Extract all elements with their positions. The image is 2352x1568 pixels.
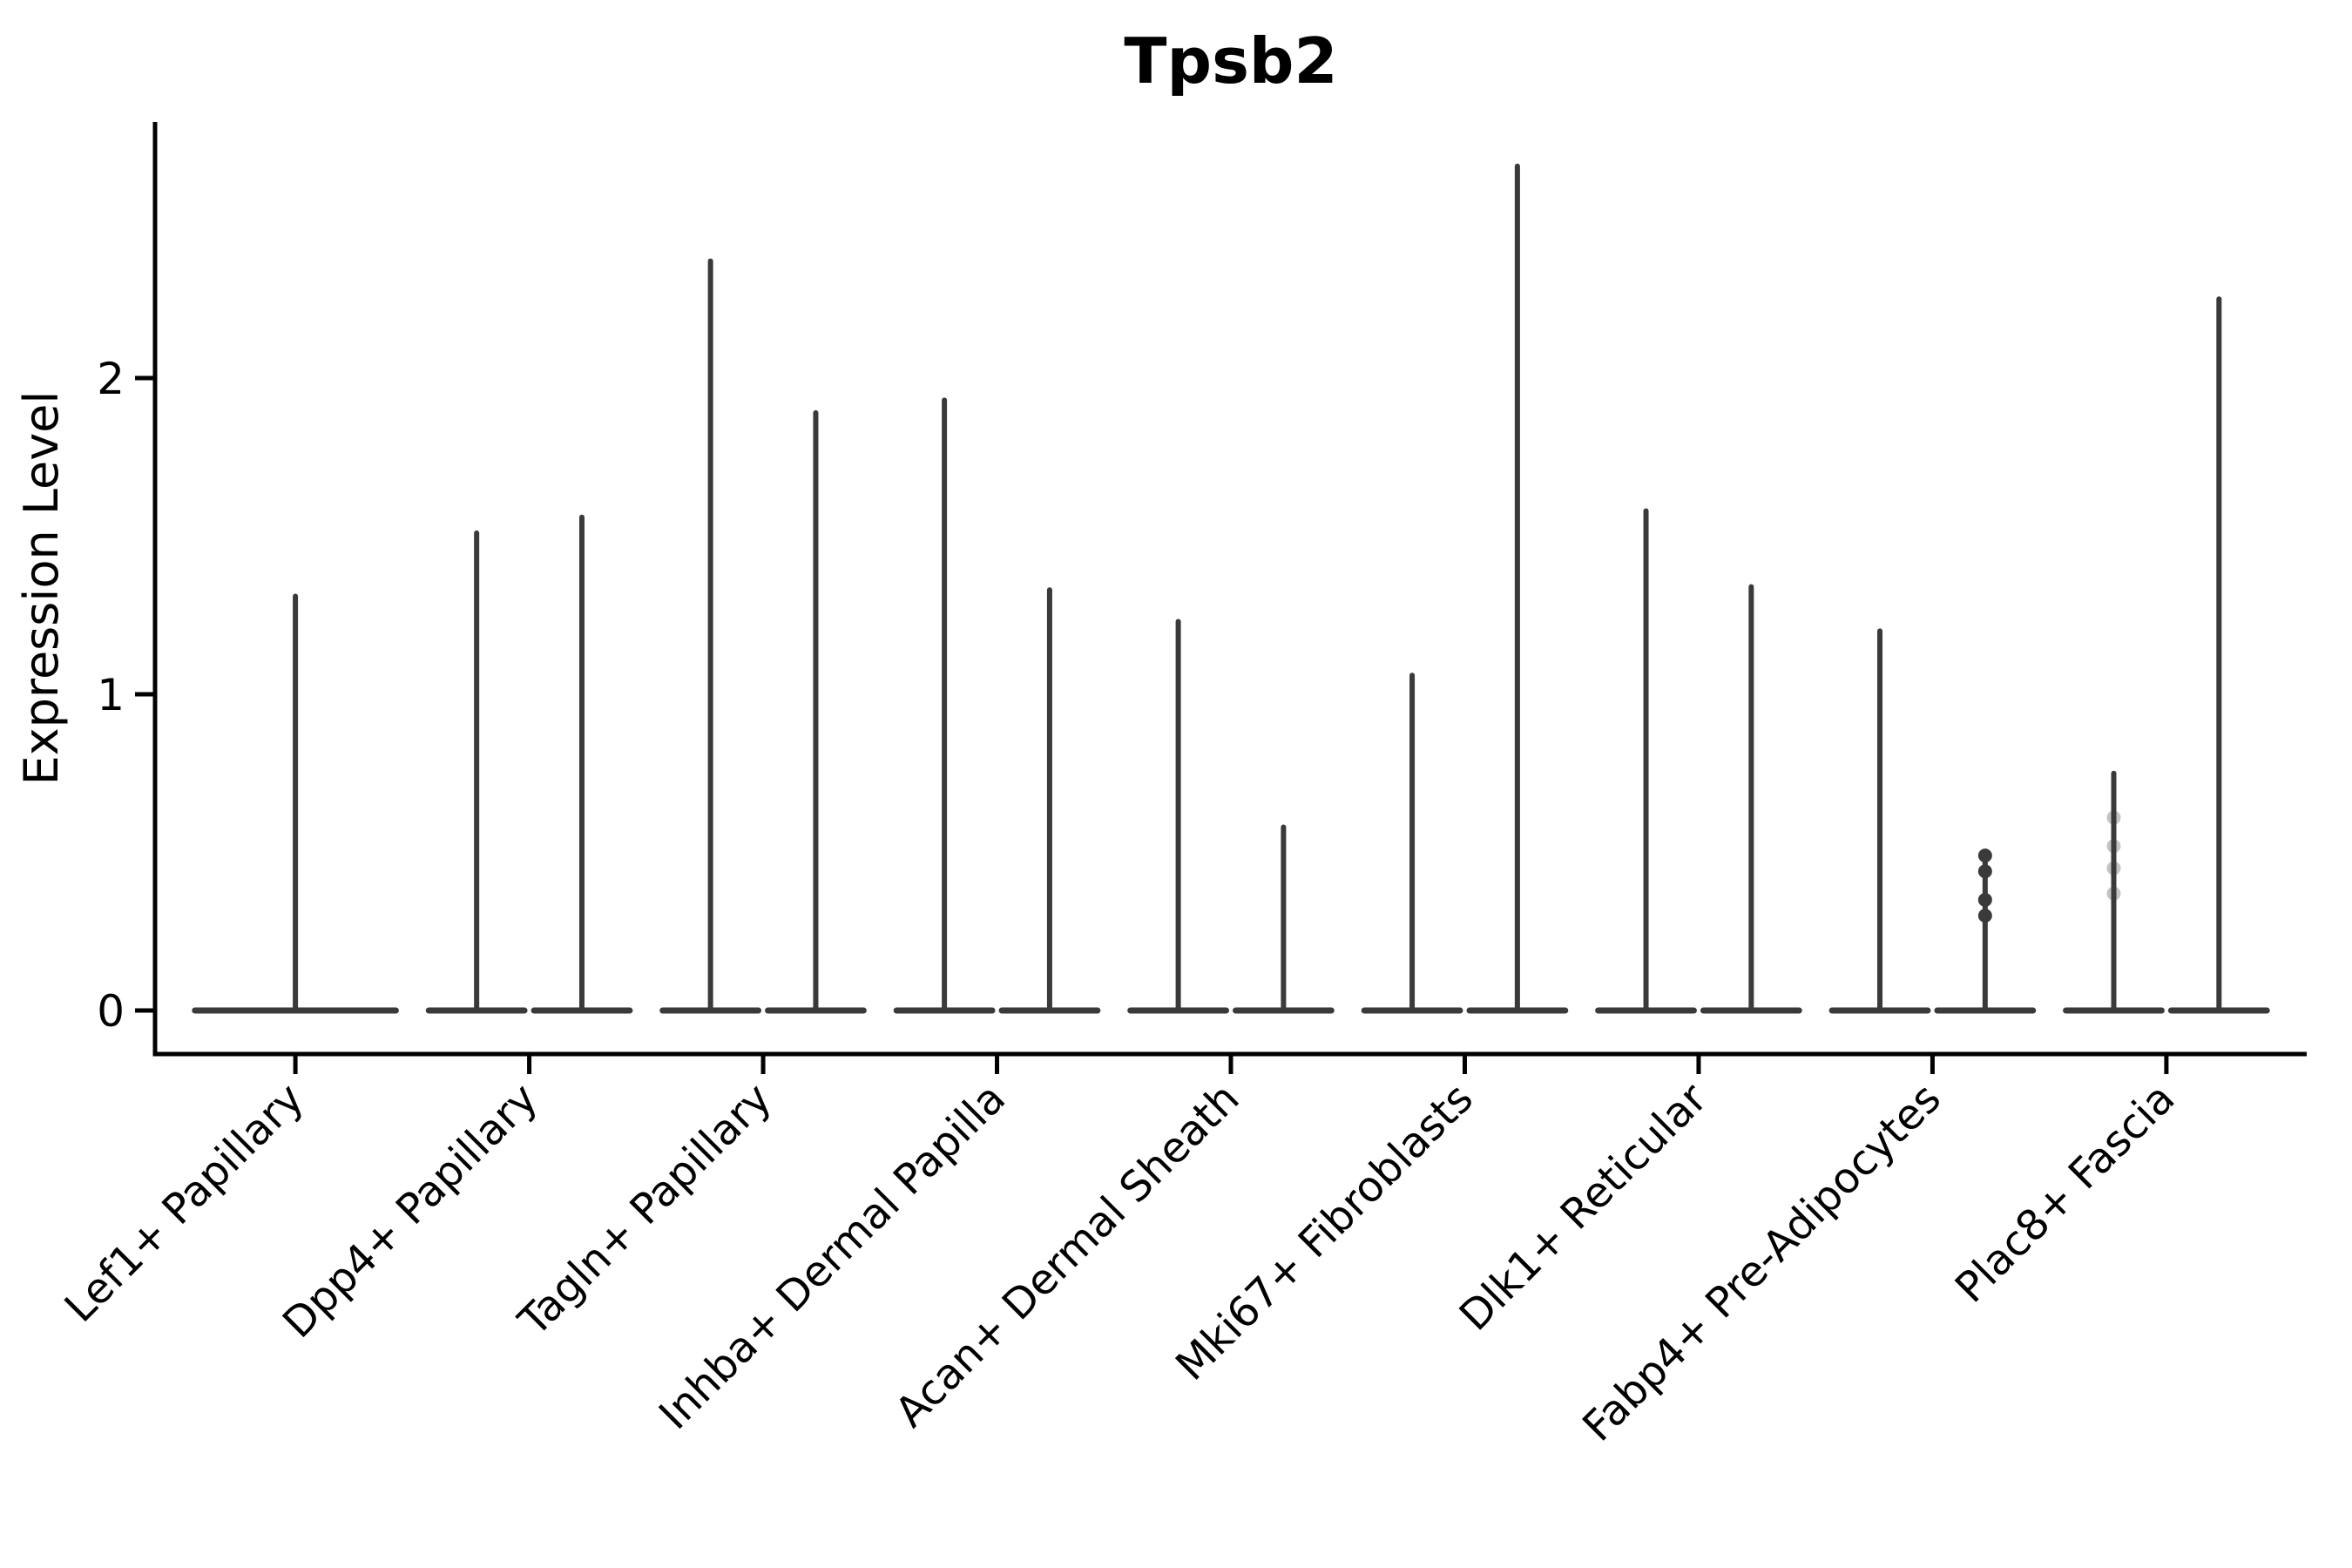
chart-title: Tpsb2 [1124,24,1337,98]
jitter-point [2106,839,2121,854]
y-axis-label: Expression Level [14,391,69,786]
jitter-point [1977,848,1992,863]
jitter-point [1977,909,1992,923]
x-tick-label: Plac8+ Fascia [1946,1074,2185,1313]
jitter-point [2106,810,2121,825]
jitter-point [1977,864,1992,879]
y-tick-label: 1 [97,670,125,720]
jitter-point [2106,886,2121,901]
y-tick-label: 0 [97,986,125,1037]
x-tick-label: Dlk1+ Reticular [1450,1074,1717,1341]
y-tick-label: 2 [97,354,125,404]
jitter-point [1977,892,1992,907]
x-tick-label: Lef1+ Papillary [56,1074,314,1332]
x-tick-label: Tagln+ Papillary [509,1074,781,1346]
x-tick-label: Dpp4+ Papillary [274,1074,547,1348]
jitter-point [2106,861,2121,875]
